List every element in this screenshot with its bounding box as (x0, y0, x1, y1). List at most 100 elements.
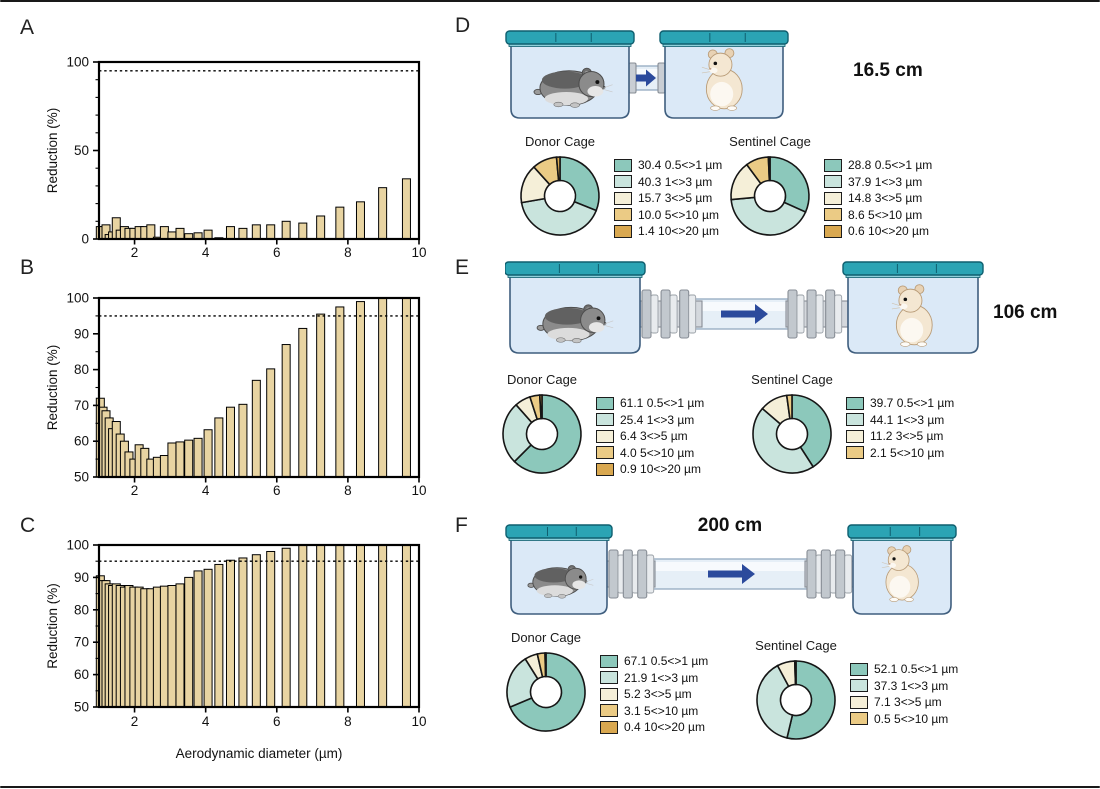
airflow-arrow-icon (636, 69, 656, 87)
y-tick-label: 100 (66, 55, 89, 70)
tube-coupler (804, 549, 854, 599)
y-tick-label: 0 (81, 232, 89, 247)
legend-label: 21.9 1<>3 µm (624, 670, 699, 685)
bar (175, 441, 185, 478)
legend-label: 8.6 5<>10 µm (848, 207, 923, 222)
legend-swatch (614, 224, 632, 238)
legend-row: 5.2 3<>5 µm (600, 687, 708, 701)
legend-swatch (600, 704, 618, 717)
legend-label: 11.2 3<>5 µm (870, 429, 944, 443)
panel-label-a: A (20, 16, 35, 39)
sentinel-hamster-illustration (891, 284, 933, 347)
bar (203, 429, 213, 478)
legend-row: 21.9 1<>3 µm (600, 671, 708, 685)
donut-group-f-donor: Donor Cage 67.1 0.5<>1 µm 21.9 1<>3 µm 5.2… (502, 630, 708, 737)
legend-label: 6.4 3<>5 µm (620, 429, 688, 443)
bar (159, 585, 169, 708)
legend-row: 0.6 10<>20 µm (824, 224, 932, 238)
donut-chart-e-sentinel (752, 394, 832, 474)
legend-swatch (600, 720, 618, 734)
donor-hamster-illustration (527, 565, 594, 599)
cage-lid (505, 524, 613, 539)
legend-row: 39.7 0.5<>1 µm (846, 396, 954, 410)
bar (225, 226, 235, 240)
x-tick-label: 6 (273, 714, 281, 729)
legend-swatch (824, 175, 842, 188)
donut-slice (502, 403, 533, 463)
donut-slice (544, 652, 547, 678)
legend-swatch (850, 662, 868, 676)
bar (401, 178, 411, 240)
legend-row: 3.1 5<>10 µm (600, 704, 708, 718)
donut-chart-d-donor (520, 156, 600, 236)
legend-row: 30.4 0.5<>1 µm (614, 158, 722, 172)
legend-row: 37.9 1<>3 µm (824, 175, 932, 189)
bar (378, 297, 388, 478)
donut-slice (756, 664, 794, 739)
donor-hamster-illustration (536, 304, 614, 344)
legend-label: 3.1 5<>10 µm (624, 703, 699, 718)
legend-label: 39.7 0.5<>1 µm (870, 396, 955, 410)
legend-swatch (600, 671, 618, 684)
cage-lid (659, 30, 789, 45)
donut-group-f-sentinel: Sentinel Cage 52.1 0.5<>1 µm 37.3 1<>3 µm… (752, 638, 958, 744)
legend-swatch (596, 462, 614, 476)
legend-swatch (614, 208, 632, 221)
donut-chart-e-donor (502, 394, 582, 474)
legend-swatch (600, 654, 618, 668)
legend-label: 15.7 3<>5 µm (638, 191, 713, 205)
x-tick-label: 2 (131, 245, 139, 260)
bar (335, 544, 345, 708)
donut-title: Sentinel Cage (751, 372, 833, 387)
donut-slice (508, 652, 586, 732)
legend-row: 0.9 10<>20 µm (596, 462, 704, 476)
legend-swatch (614, 158, 632, 172)
panel-label-c: C (20, 514, 36, 537)
bar (401, 544, 411, 708)
legend-row: 8.6 5<>10 µm (824, 208, 932, 222)
cage-lid (842, 261, 984, 276)
bar (316, 544, 326, 708)
airflow-arrow-icon (708, 564, 755, 584)
legend-label: 0.6 10<>20 µm (848, 224, 929, 238)
y-tick-label: 100 (66, 291, 89, 306)
y-tick-label: 80 (74, 362, 89, 377)
legend-swatch (614, 175, 632, 188)
legend-label: 44.1 1<>3 µm (870, 412, 945, 427)
bar (281, 344, 291, 478)
y-tick-label: 100 (66, 538, 89, 553)
tube-coupler (785, 289, 849, 339)
legend-swatch (596, 413, 614, 426)
donut-slice (538, 394, 543, 420)
legend-label: 28.8 0.5<>1 µm (848, 158, 933, 172)
legend-label: 61.1 0.5<>1 µm (620, 396, 705, 410)
legend-label: 25.4 1<>3 µm (620, 412, 695, 427)
y-tick-label: 70 (74, 635, 89, 650)
legend-row: 2.1 5<>10 µm (846, 446, 954, 460)
cage-lid (505, 261, 646, 276)
y-tick-label: 60 (74, 434, 89, 449)
bar (167, 585, 177, 708)
donut-slice (752, 407, 815, 474)
x-tick-label: 6 (273, 245, 281, 260)
donut-slice (793, 660, 797, 686)
bottom-border-rule (0, 786, 1100, 788)
bar (378, 187, 388, 240)
legend-row: 52.1 0.5<>1 µm (850, 662, 958, 676)
bar-chart-panel-c: 50 60 70 80 90 100 2 4 6 8 10 Reduction (%) Aerodyna… (45, 538, 427, 762)
x-tick-label: 8 (344, 245, 352, 260)
donut-slice (559, 156, 600, 212)
legend-swatch (850, 712, 868, 725)
x-tick-label: 8 (344, 714, 352, 729)
bar (238, 403, 248, 478)
bar (266, 550, 276, 708)
bar (281, 220, 291, 240)
cage-diagram-e (505, 261, 984, 354)
legend-swatch (824, 224, 842, 238)
bar (266, 224, 276, 240)
y-axis-title: Reduction (%) (45, 108, 60, 194)
cage-lid (847, 524, 957, 539)
bar (298, 222, 308, 240)
donut-group-e-donor: Donor Cage 61.1 0.5<>1 µm 25.4 1<>3 µm 6.4… (498, 372, 704, 479)
